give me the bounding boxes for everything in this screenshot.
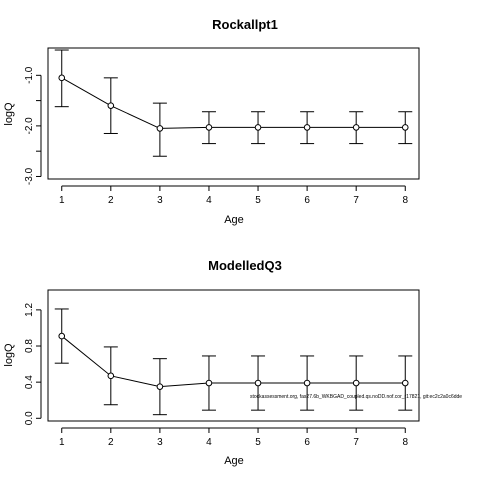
panel-rockallpt1: Rockallpt1 -1.0 -2.0 -3.0 1 2 3 4 5 6 7 8 Age log… [3,17,420,226]
x-axis-1: 1 2 3 4 5 6 7 8 [59,185,408,206]
x-axis-2: 1 2 3 4 5 6 7 8 [59,427,408,448]
x-tick-label: 2 [108,437,114,448]
data-point [205,124,213,131]
x-tick-label: 1 [59,195,65,206]
x-tick-label: 3 [157,437,163,448]
y-tick-label: -1.0 [24,66,35,84]
x-tick-label: 7 [353,437,359,448]
x-tick-label: 2 [108,195,114,206]
data-point [254,124,262,131]
data-point [352,379,360,387]
x-tick-label: 3 [157,195,163,206]
data-point [156,125,164,132]
data-point [205,379,213,387]
data-point [107,372,115,380]
chart-title-1: Rockallpt1 [212,17,278,32]
y-tick-label: -2.0 [24,117,35,135]
y-axis-label-2: logQ [3,343,15,367]
y-axis-1: -1.0 -2.0 -3.0 [24,66,42,185]
x-tick-label: 4 [206,195,212,206]
data-point [303,379,311,387]
plot-frame-1 [47,47,420,180]
data-series-2 [54,308,413,416]
y-tick-label: 1.2 [24,302,35,316]
data-point [401,379,409,387]
data-point [58,74,66,82]
y-axis-2: 0.0 0.4 0.8 1.2 [24,302,42,425]
x-tick-label: 8 [402,437,408,448]
y-tick-label: 0.4 [24,375,35,389]
x-tick-label: 1 [59,437,65,448]
series-line [61,335,406,388]
y-tick-label: 0.8 [24,339,35,353]
data-point [156,383,164,390]
x-tick-label: 6 [304,195,310,206]
series-line [61,77,406,129]
chart-title-2: ModelledQ3 [208,258,282,273]
x-tick-label: 6 [304,437,310,448]
x-tick-label: 5 [255,437,261,448]
source-annotation: stockassessment.org, fas27.6b_WKBGAD_cou… [250,394,462,400]
data-point [107,102,115,109]
x-tick-label: 4 [206,437,212,448]
data-point [58,332,66,340]
panel-modelledq3: ModelledQ3 0.0 0.4 0.8 1.2 1 2 3 4 5 6 7 8 Age log… [3,258,462,467]
data-point [254,379,262,387]
x-axis-label-2: Age [224,455,244,467]
x-tick-label: 5 [255,195,261,206]
x-tick-label: 7 [353,195,359,206]
y-tick-label: 0.0 [24,411,35,425]
y-axis-label-1: logQ [3,102,15,126]
data-point [352,124,360,131]
data-point [401,124,409,131]
data-series-1 [54,49,413,157]
y-tick-label: -3.0 [24,167,35,185]
x-axis-label-1: Age [224,214,244,226]
plot-frame-2 [47,289,420,422]
data-point [303,124,311,131]
x-tick-label: 8 [402,195,408,206]
